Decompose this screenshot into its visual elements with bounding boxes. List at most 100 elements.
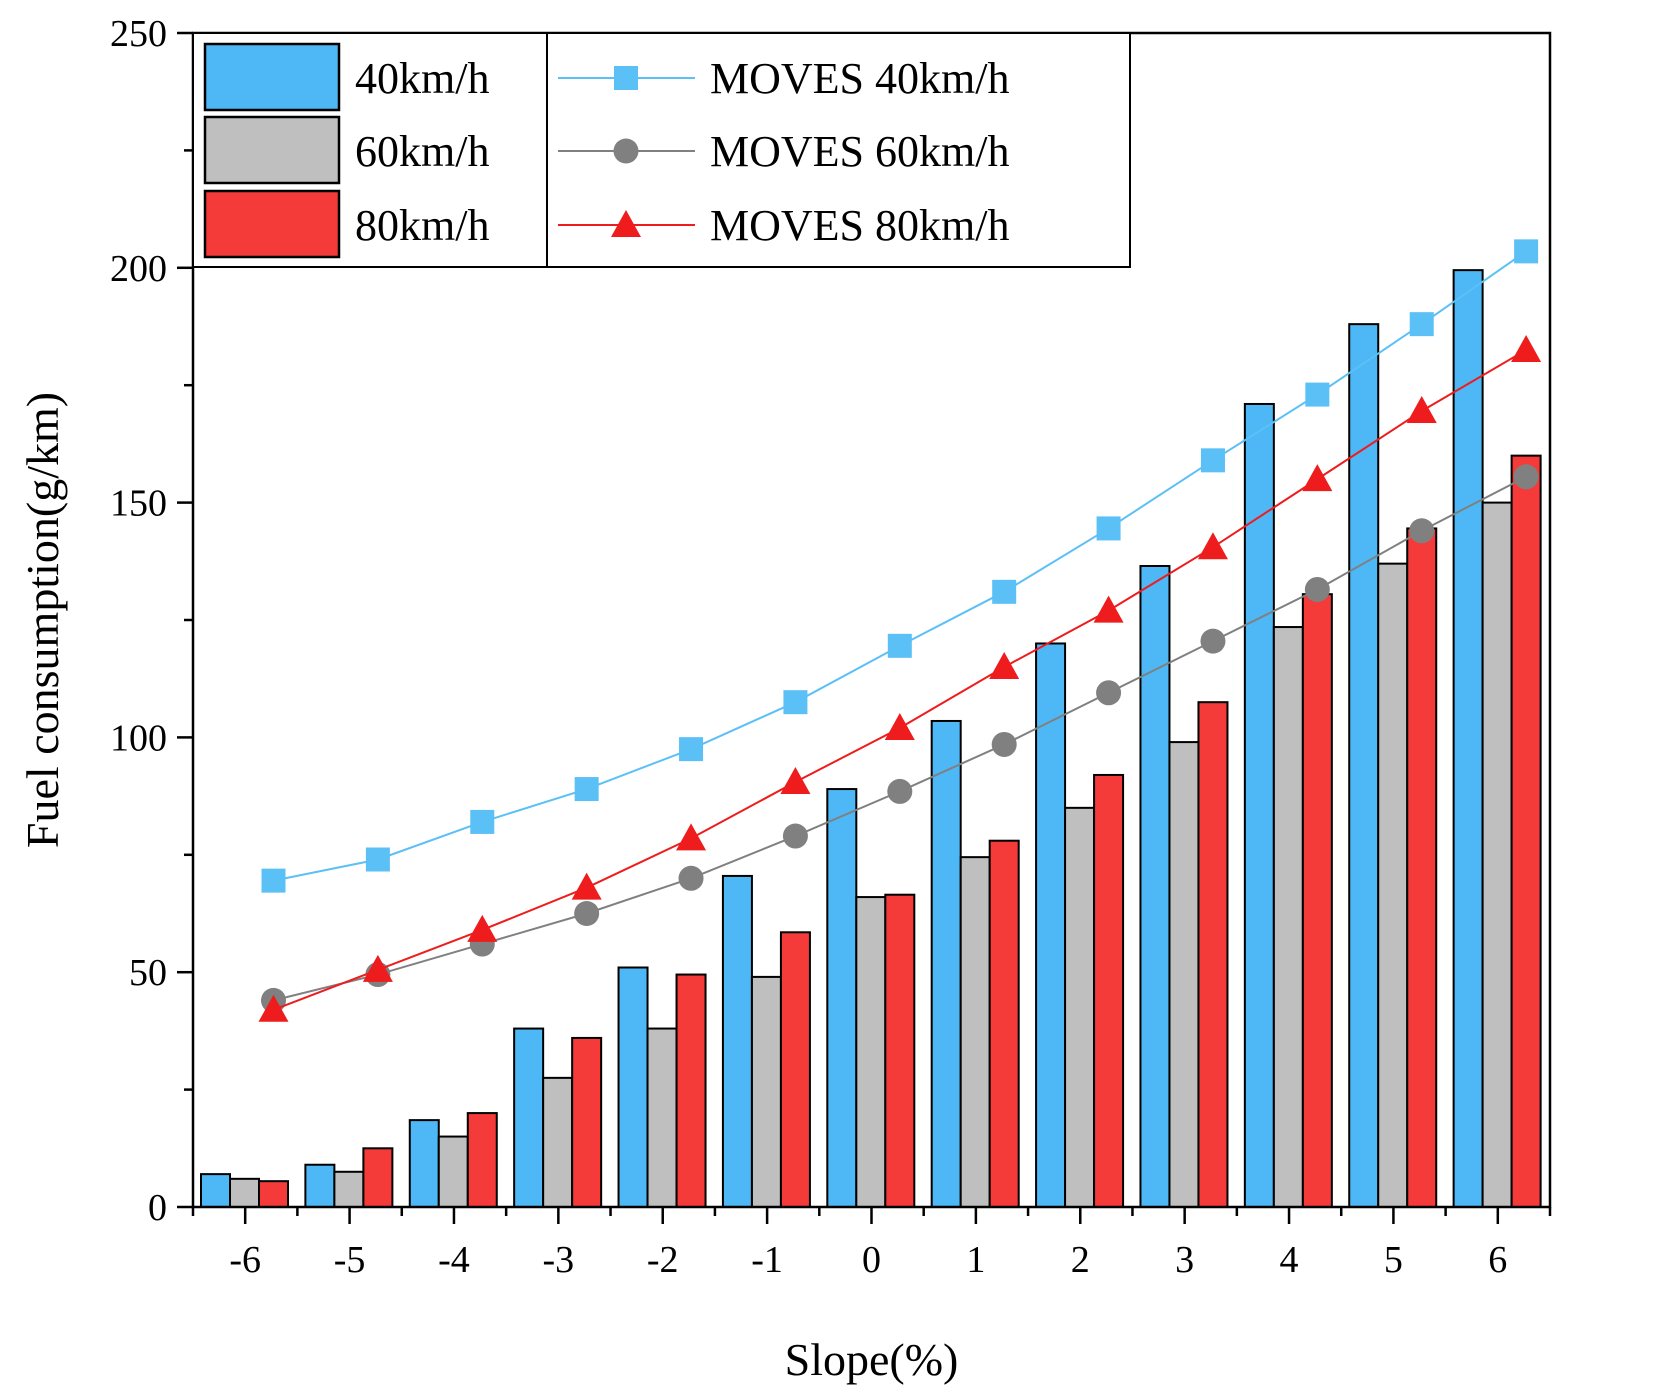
point-moves-40km-h-5 [1409, 312, 1434, 337]
bar-60km-h-2 [1064, 806, 1096, 1209]
legend-label-60km-h: 60km/h [355, 127, 489, 176]
point-moves-40km-h--4 [470, 809, 495, 834]
bar-80km-h-4 [1301, 593, 1333, 1208]
point-moves-80km-h--1 [780, 767, 811, 795]
bar-80km-h--2 [675, 973, 707, 1208]
bar-40km-h-0 [826, 788, 858, 1209]
bar-60km-h-1 [959, 856, 991, 1208]
line-series [258, 239, 1542, 1022]
point-moves-60km-h-6 [1513, 464, 1539, 490]
legend-marker-moves-60km-h [613, 138, 639, 164]
point-moves-60km-h-0 [887, 778, 913, 804]
legend-marker-moves-40km-h [614, 66, 638, 90]
bar-80km-h--4 [466, 1112, 498, 1208]
y-axis-title: Fuel consumption(g/km) [17, 392, 68, 848]
bar-40km-h--4 [408, 1119, 440, 1209]
legend-label-80km-h: 80km/h [355, 201, 489, 250]
bar-80km-h-5 [1406, 527, 1438, 1208]
bar-60km-h--4 [437, 1135, 469, 1209]
x-axis: -6 -5 -4 -3 -2 -1 0 1 2 3 4 5 6 [191, 1207, 1552, 1281]
point-moves-40km-h-3 [1200, 448, 1225, 473]
bar-80km-h--5 [362, 1147, 394, 1209]
legend-swatch-40km-h [203, 42, 341, 112]
bar-60km-h-4 [1272, 626, 1304, 1208]
x-tick-label: 1 [966, 1239, 985, 1281]
point-moves-80km-h-6 [1511, 334, 1542, 362]
bar-40km-h-2 [1035, 642, 1067, 1208]
legend-label-moves-60km-h: MOVES 60km/h [710, 127, 1009, 176]
point-moves-80km-h-4 [1302, 464, 1333, 492]
point-moves-60km-h--2 [678, 865, 704, 891]
y-tick-label: 100 [110, 717, 167, 759]
legend-swatch-60km-h [203, 115, 341, 185]
point-moves-80km-h-0 [884, 713, 915, 741]
bar-60km-h--1 [750, 975, 782, 1208]
bar-marks [200, 269, 1542, 1209]
x-tick-label: -1 [751, 1239, 783, 1281]
bar-80km-h-6 [1510, 454, 1542, 1208]
bar-40km-h-3 [1139, 564, 1171, 1208]
bar-40km-h-4 [1243, 402, 1275, 1208]
legend-swatch-80km-h [203, 189, 341, 259]
bar-60km-h-3 [1168, 741, 1200, 1208]
point-moves-40km-h-0 [887, 633, 912, 658]
bar-60km-h-6 [1481, 501, 1513, 1209]
y-tick-label: 250 [110, 13, 167, 55]
point-moves-80km-h-1 [989, 651, 1020, 679]
x-tick-label: 4 [1280, 1239, 1299, 1281]
bar-40km-h-1 [930, 719, 962, 1208]
x-axis-title: Slope(%) [785, 1334, 959, 1385]
x-tick-label: 6 [1488, 1239, 1507, 1281]
bar-80km-h--1 [779, 931, 811, 1208]
point-moves-40km-h-4 [1305, 382, 1330, 407]
bar-60km-h--6 [229, 1177, 260, 1208]
point-moves-60km-h-1 [991, 731, 1017, 757]
x-tick-label: 5 [1384, 1239, 1403, 1281]
bar-40km-h--3 [513, 1027, 545, 1208]
point-moves-40km-h-1 [992, 579, 1017, 604]
legend: 40km/h 60km/h 80km/h MOVES 40km/h MOVES 60km… [192, 32, 1131, 268]
x-tick-label: 0 [862, 1239, 881, 1281]
point-moves-80km-h--3 [571, 872, 602, 900]
bar-60km-h--3 [542, 1076, 574, 1208]
bar-60km-h--5 [333, 1170, 365, 1209]
y-axis: 0 50 100 150 200 250 [110, 13, 193, 1229]
point-moves-60km-h-2 [1096, 680, 1122, 706]
x-tick-label: -6 [229, 1239, 261, 1281]
legend-marker-moves-80km-h [611, 210, 641, 237]
point-moves-80km-h-5 [1406, 396, 1437, 424]
y-tick-label: 50 [129, 952, 167, 994]
point-moves-40km-h--1 [783, 690, 808, 715]
point-moves-40km-h--5 [365, 847, 390, 872]
y-tick-label: 200 [110, 248, 167, 290]
point-moves-80km-h--5 [362, 954, 393, 982]
x-tick-label: -5 [334, 1239, 366, 1281]
bar-40km-h--6 [200, 1173, 231, 1209]
x-tick-label: -2 [647, 1239, 679, 1281]
y-tick-label: 150 [110, 483, 167, 525]
legend-label-40km-h: 40km/h [355, 54, 489, 103]
bar-60km-h-5 [1377, 562, 1409, 1208]
x-tick-label: -4 [438, 1239, 470, 1281]
bar-80km-h-0 [884, 893, 916, 1208]
bar-40km-h--5 [304, 1163, 336, 1208]
point-moves-80km-h-3 [1197, 532, 1228, 560]
point-moves-60km-h--1 [782, 823, 808, 849]
point-moves-80km-h--2 [676, 823, 707, 851]
x-tick-label: 2 [1071, 1239, 1090, 1281]
y-tick-label: 0 [148, 1187, 167, 1229]
point-moves-40km-h--2 [679, 737, 704, 762]
point-moves-60km-h-4 [1304, 576, 1330, 602]
bar-80km-h-2 [1093, 773, 1125, 1209]
bar-80km-h-3 [1197, 701, 1229, 1208]
point-moves-80km-h--4 [467, 914, 498, 942]
bar-40km-h--2 [617, 966, 649, 1209]
point-moves-80km-h-2 [1093, 595, 1124, 623]
bar-80km-h--3 [571, 1036, 603, 1208]
bar-60km-h--2 [646, 1027, 678, 1208]
point-moves-80km-h--6 [258, 994, 289, 1022]
legend-label-moves-80km-h: MOVES 80km/h [710, 201, 1009, 250]
bar-40km-h-6 [1452, 269, 1484, 1208]
bar-80km-h-1 [988, 839, 1020, 1208]
